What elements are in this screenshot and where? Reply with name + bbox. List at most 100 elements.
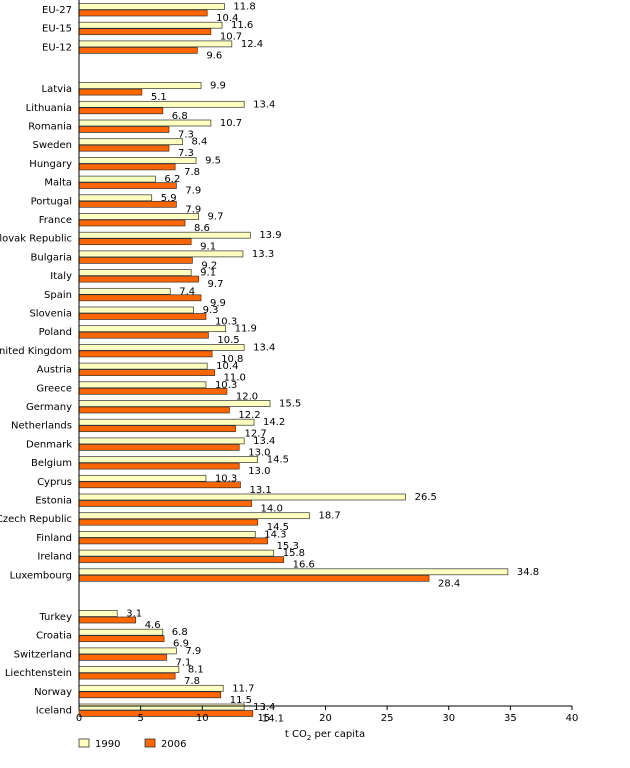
data-label-1990: 13.4 (253, 99, 275, 110)
x-tick-label: 35 (504, 713, 517, 724)
data-label-2006: 12.0 (236, 391, 258, 402)
data-label-1990: 13.9 (259, 230, 281, 241)
data-label-1990: 11.8 (233, 2, 255, 13)
bar-1990-romania (78, 119, 212, 127)
data-label-2006: 9.7 (208, 279, 224, 290)
category-label: Czech Republic (0, 514, 72, 525)
legend-label-2006: 2006 (161, 739, 186, 750)
data-label-1990: 9.7 (208, 212, 224, 223)
x-axis-title: t CO2 per capita (285, 729, 365, 742)
data-label-1990: 9.3 (203, 305, 219, 316)
data-label-1990: 26.5 (415, 492, 437, 503)
category-label: Cyprus (37, 477, 72, 488)
bar-2006-iceland (78, 710, 254, 717)
category-label: Bulgaria (31, 252, 72, 263)
data-label-2006: 16.6 (293, 560, 315, 571)
data-label-2006: 7.9 (185, 204, 201, 215)
labels-layer: EU-27 11.810.4EU-15 11.610.7EU-12 12.49.6La… (0, 2, 539, 725)
data-label-2006: 28.4 (438, 578, 460, 589)
category-label: Greece (36, 383, 72, 394)
data-label-2006: 7.8 (184, 167, 200, 178)
bar-2006-bulgaria (78, 257, 193, 264)
x-tick-label: 0 (76, 713, 82, 724)
category-label: Poland (39, 327, 72, 338)
bar-2006-slovak-republic (78, 238, 192, 246)
bar-2006-ireland (78, 556, 284, 563)
category-label: Switzerland (14, 649, 72, 660)
x-tick-label: 40 (566, 713, 579, 724)
bar-1990-norway (78, 684, 224, 692)
category-label: EU-27 (42, 5, 72, 16)
data-label-2006: 14.5 (267, 522, 289, 533)
bar-2006-norway (78, 691, 222, 699)
category-label: Latvia (42, 84, 72, 95)
category-label: Turkey (38, 612, 72, 623)
data-label-1990: 11.7 (232, 683, 254, 694)
bar-1990-austria (78, 362, 208, 370)
bar-1990-finland (78, 531, 256, 538)
bar-1990-latvia (78, 82, 202, 89)
data-label-2006: 7.8 (184, 676, 200, 687)
bar-2006-greece (78, 387, 228, 395)
bar-2006-eu-12 (78, 47, 198, 54)
data-label-1990: 15.5 (279, 399, 301, 410)
category-label: Iceland (36, 706, 72, 717)
data-label-1990: 10.7 (220, 118, 242, 129)
data-label-1990: 13.3 (252, 249, 274, 260)
bar-2006-lithuania (78, 107, 164, 115)
bar-1990-malta (78, 175, 156, 183)
category-label: Portugal (31, 196, 72, 207)
legend-label-1990: 1990 (95, 739, 120, 750)
data-label-2006: 12.2 (238, 410, 260, 421)
data-label-1990: 14.3 (264, 529, 286, 540)
legend-swatch-1990 (78, 738, 90, 748)
bar-1990-eu-15 (78, 21, 223, 29)
bar-1990-italy (78, 269, 192, 276)
bar-2006-estonia (78, 500, 252, 507)
data-label-1990: 10.4 (216, 361, 238, 372)
data-label-1990: 3.1 (126, 609, 142, 620)
data-label-1990: 13.4 (253, 342, 275, 353)
bar-1990-greece (78, 381, 207, 389)
data-label-1990: 11.6 (231, 20, 253, 31)
bar-1990-slovenia (78, 306, 194, 314)
data-label-1990: 12.4 (241, 39, 263, 50)
bar-2006-croatia (78, 635, 165, 643)
data-label-2006: 11.0 (224, 373, 246, 384)
bar-1990-portugal (78, 194, 153, 202)
bar-2006-latvia (78, 88, 143, 96)
data-label-1990: 6.2 (164, 174, 180, 185)
data-label-2006: 15.3 (277, 541, 299, 552)
category-label: Liechtenstein (5, 668, 72, 679)
data-label-1990: 7.4 (179, 286, 195, 297)
bar-1990-switzerland (78, 647, 177, 655)
category-label: EU-12 (42, 42, 72, 53)
data-label-2006: 9.6 (206, 50, 222, 61)
data-label-2006: 9.2 (201, 260, 217, 271)
x-axis-title-rest: per capita (311, 729, 365, 740)
data-label-2006: 6.9 (173, 639, 189, 650)
bar-1990-estonia (78, 493, 406, 501)
category-label: Lithuania (26, 103, 72, 114)
data-label-2006: 7.1 (176, 657, 192, 668)
bar-2006-austria (78, 369, 215, 376)
bar-2006-sweden (78, 144, 170, 152)
data-label-2006: 13.0 (248, 447, 270, 458)
bar-2006-slovenia (78, 313, 207, 320)
bar-2006-poland (78, 331, 209, 339)
data-label-2006: 6.8 (172, 111, 188, 122)
data-label-1990: 15.8 (283, 548, 305, 559)
category-label: Croatia (36, 631, 72, 642)
x-axis: 0 5 10 15 20 25 30 35 40 (76, 0, 579, 724)
data-label-1990: 7.9 (185, 646, 201, 657)
bar-2006-hungary (78, 163, 176, 171)
data-label-2006: 12.7 (245, 429, 267, 440)
data-label-2006: 13.0 (248, 466, 270, 477)
data-label-1990: 9.1 (200, 268, 216, 279)
bar-2006-switzerland (78, 654, 167, 661)
bar-1990-sweden (78, 138, 183, 146)
data-label-2006: 7.9 (185, 186, 201, 197)
bar-2006-liechtenstein (78, 672, 176, 680)
bar-2006-italy (78, 275, 199, 283)
